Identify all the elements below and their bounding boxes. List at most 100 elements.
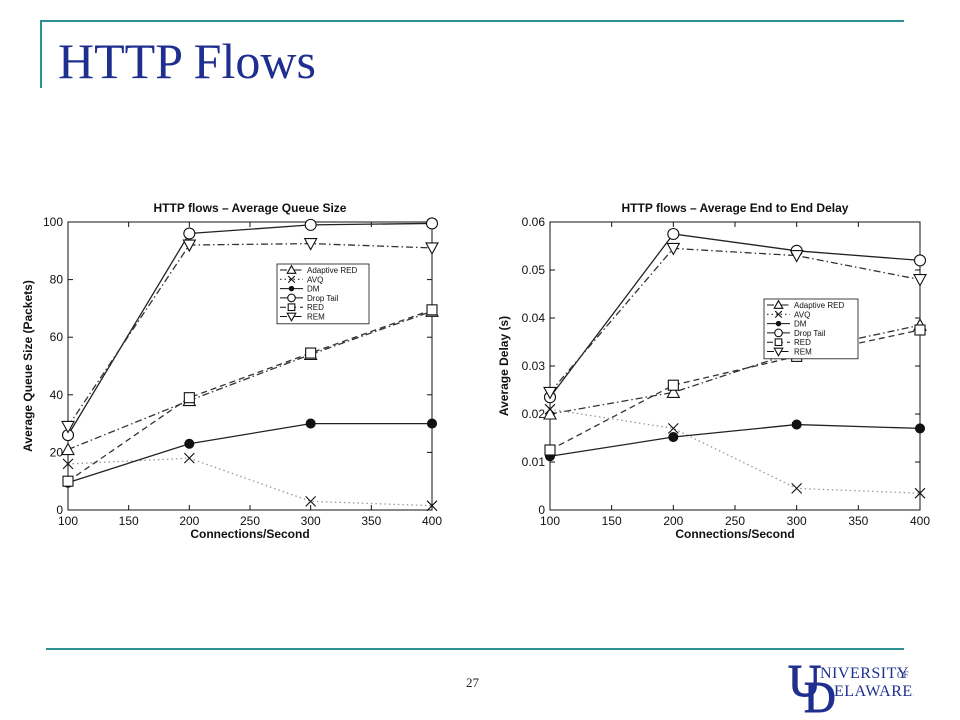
legend-marker-dm: [775, 320, 782, 327]
data-point-adaptive-red: [61, 442, 75, 456]
legend-marker-adaptive-red: [773, 299, 784, 309]
series-avq: [544, 403, 926, 499]
y-axis-label: Average Delay (s): [497, 316, 511, 416]
legend-marker-adaptive-red: [286, 264, 297, 274]
data-point-red: [667, 379, 679, 391]
x-tick-label: 250: [240, 514, 260, 528]
data-point-dm: [668, 431, 679, 443]
data-point-drop-tail: [667, 227, 680, 241]
data-point-red: [183, 392, 195, 404]
data-point-rem: [666, 242, 681, 256]
legend-marker-rem: [773, 347, 784, 357]
x-tick-label: 400: [910, 514, 930, 528]
legend-entry-drop-tail: Drop Tail: [794, 329, 826, 338]
data-point-avq: [791, 483, 803, 494]
university-of-delaware-logo: U D NIVERSITY OF ELAWARE.: [788, 656, 915, 714]
svg-text:D: D: [804, 673, 836, 714]
x-tick-label: 200: [179, 514, 199, 528]
series-line-rem: [549, 247, 921, 393]
y-tick-label: 0.01: [522, 455, 546, 469]
data-point-rem: [182, 239, 197, 253]
series-line-adaptive-red: [549, 324, 921, 415]
data-point-rem: [913, 274, 927, 287]
data-point-dm: [426, 418, 438, 429]
data-point-rem: [543, 386, 557, 400]
data-point-dm: [305, 418, 316, 429]
y-tick-label: 0.06: [522, 215, 546, 229]
data-point-red: [62, 475, 74, 487]
data-point-avq: [183, 452, 195, 464]
x-axis-label: Connections/Second: [190, 527, 309, 541]
x-tick-label: 150: [119, 514, 139, 528]
series-red: [544, 324, 926, 456]
svg-text:NIVERSITY: NIVERSITY: [820, 665, 909, 682]
data-point-red: [426, 304, 438, 316]
series-line-red: [67, 309, 433, 482]
y-tick-label: 0: [56, 503, 63, 517]
series-dm: [62, 418, 438, 488]
x-tick-label: 200: [663, 514, 683, 528]
legend-marker-rem: [286, 312, 297, 322]
chart-title: HTTP flows – Average End to End Delay: [622, 201, 849, 215]
legend-entry-avq: AVQ: [794, 310, 810, 319]
x-tick-label: 400: [422, 514, 442, 528]
data-point-rem: [425, 242, 439, 256]
data-point-rem: [303, 238, 318, 251]
x-tick-label: 250: [725, 514, 745, 528]
legend-entry-dm: DM: [307, 285, 320, 294]
legend-entry-rem: REM: [794, 348, 812, 357]
x-tick-label: 100: [58, 514, 78, 528]
x-axis-label: Connections/Second: [675, 527, 794, 541]
legend-entry-adaptive-red: Adaptive RED: [794, 301, 844, 310]
x-tick-label: 300: [787, 514, 807, 528]
y-tick-label: 40: [50, 388, 64, 402]
series-line-red: [549, 329, 921, 451]
data-point-avq: [544, 403, 556, 415]
plot-frame: [549, 221, 921, 511]
data-point-dm: [914, 423, 926, 434]
data-point-red: [544, 444, 556, 456]
legend-marker-dm: [288, 285, 295, 292]
data-point-avq: [426, 500, 438, 512]
data-point-red: [305, 347, 317, 359]
series-line-dm: [549, 423, 921, 457]
legend-marker-red: [774, 338, 783, 347]
data-point-drop-tail: [304, 218, 317, 231]
x-tick-label: 150: [602, 514, 622, 528]
series-line-rem: [67, 242, 433, 427]
x-tick-label: 300: [301, 514, 321, 528]
legend-entry-drop-tail: Drop Tail: [307, 294, 339, 303]
data-point-drop-tail: [425, 217, 439, 230]
slide-title: HTTP Flows: [58, 33, 316, 89]
legend-marker-avq: [774, 310, 783, 318]
x-tick-label: 350: [361, 514, 381, 528]
series-line-dm: [67, 422, 432, 484]
data-point-drop-tail: [913, 254, 927, 267]
series-avq: [62, 452, 438, 512]
series-line-drop-tail: [67, 222, 433, 436]
data-point-red: [914, 324, 926, 336]
data-point-avq: [62, 458, 74, 470]
y-tick-label: 0: [538, 503, 545, 517]
svg-text:OF: OF: [897, 670, 909, 680]
data-point-adaptive-red: [543, 406, 557, 420]
data-point-avq: [305, 495, 317, 507]
data-point-dm: [791, 419, 802, 430]
legend-entry-red: RED: [307, 303, 324, 312]
svg-text:ELAWARE.: ELAWARE.: [834, 683, 914, 700]
left-rule: [40, 20, 42, 88]
data-point-dm: [184, 438, 195, 449]
series-rem: [543, 242, 927, 400]
svg-text:U: U: [788, 656, 821, 706]
legend-entry-rem: REM: [307, 313, 325, 322]
data-point-adaptive-red: [666, 385, 681, 398]
data-point-avq: [667, 423, 679, 434]
data-point-rem: [61, 420, 75, 434]
data-point-avq: [914, 487, 926, 499]
y-tick-label: 100: [43, 215, 63, 229]
y-tick-label: 0.03: [522, 359, 546, 373]
series-line-avq: [67, 457, 433, 507]
